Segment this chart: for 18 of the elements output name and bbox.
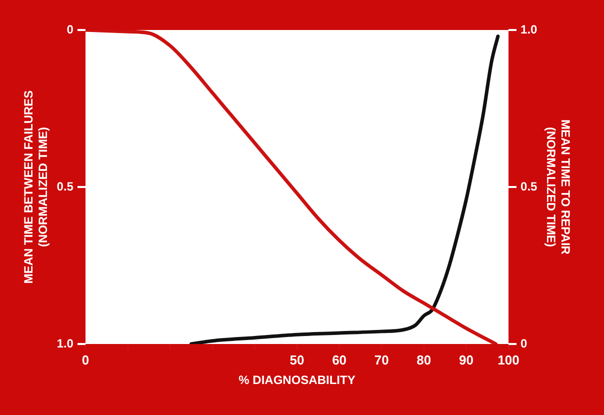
x-tick-label: 100	[498, 352, 520, 368]
x-tick-label: 70	[374, 352, 389, 368]
x-axis-title: % DIAGNOSABILITY	[238, 373, 356, 388]
y-tick-label: 0	[66, 22, 74, 36]
y2-tick-label: 1.0	[520, 22, 538, 36]
y-tick-label: 1.0	[56, 336, 74, 350]
line-series	[189, 34, 500, 344]
line-series	[85, 30, 498, 344]
y2-tick-label: 0	[520, 336, 528, 350]
x-tick-label: 0	[82, 352, 90, 368]
y2-axis-title: MEAN TIME TO REPAIR (NORMALIZED TIME)	[544, 120, 572, 255]
y-axis-title: MEAN TIME BETWEEN FAILURES (NORMALIZED TIME)	[22, 90, 50, 284]
y2-tick-label: 0.5	[520, 179, 538, 194]
x-tick-label: 80	[416, 352, 432, 368]
x-tick-label: 50	[290, 352, 304, 368]
y-tick-label: 0.5	[56, 179, 74, 194]
x-tick-label: 90	[458, 352, 474, 368]
x-tick-label: 60	[332, 352, 347, 368]
